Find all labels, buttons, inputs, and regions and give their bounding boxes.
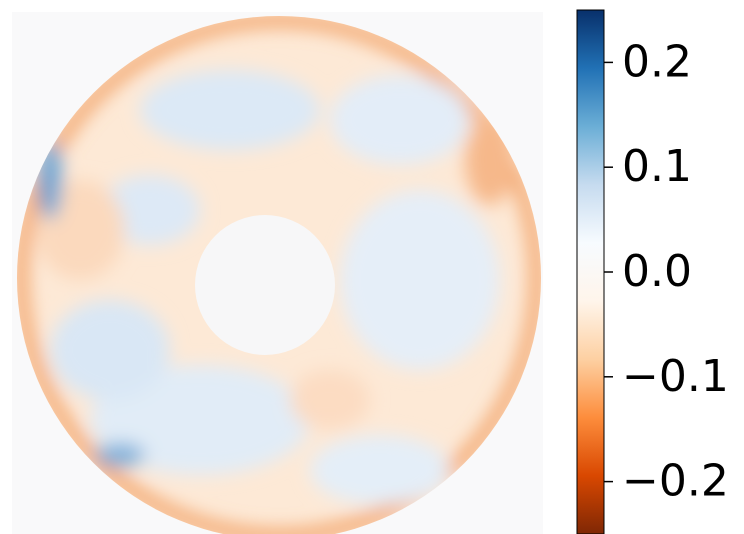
colorbar-tick-label: −0.2	[622, 456, 729, 507]
colorbar-tick-label: 0.2	[622, 36, 692, 87]
colorbar-tick-label: 0.0	[622, 246, 692, 297]
colorbar	[576, 9, 605, 534]
colorbar-tick-label: −0.1	[622, 351, 729, 402]
heatmap-image	[12, 12, 543, 534]
colorbar-tick-label: 0.1	[622, 141, 692, 192]
